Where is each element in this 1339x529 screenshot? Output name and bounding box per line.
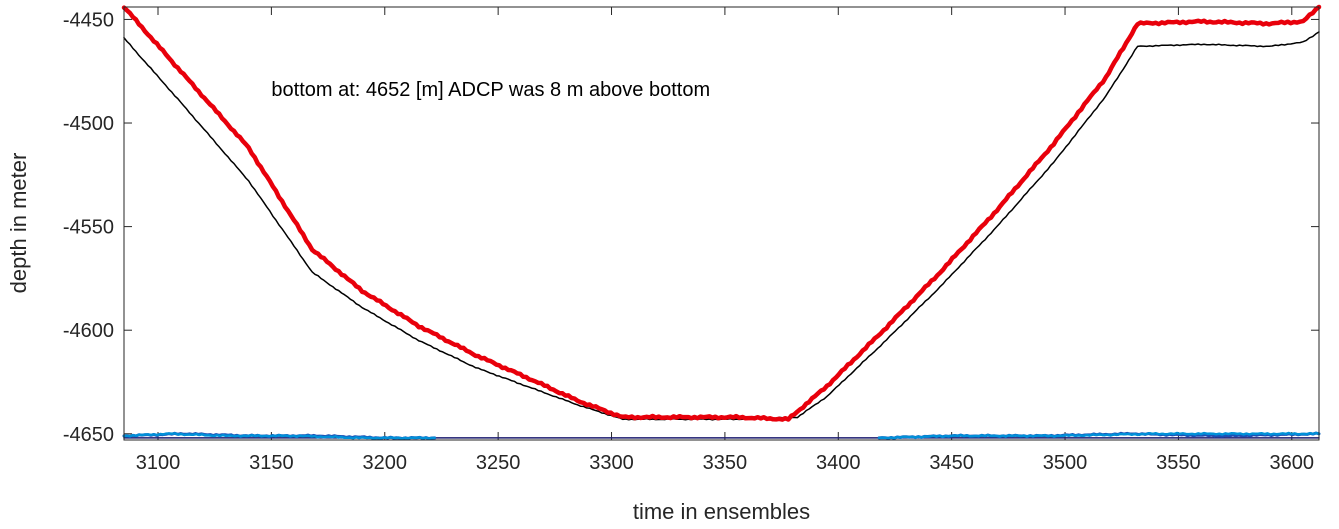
plot-area bbox=[124, 7, 1319, 440]
cyan-series-line-segment bbox=[877, 431, 1321, 440]
x-tick-label: 3350 bbox=[703, 452, 748, 474]
x-tick-labels: 3100 3150 3200 3250 3300 3350 3400 3450 3500 3550… bbox=[136, 452, 1314, 474]
cyan-series-line-segment bbox=[122, 432, 436, 440]
x-tick-label: 3550 bbox=[1156, 452, 1201, 474]
y-tick-label: -4650 bbox=[63, 424, 114, 446]
x-tick-label: 3250 bbox=[476, 452, 521, 474]
x-tick-label: 3100 bbox=[136, 452, 181, 474]
y-axis-label: depth in meter bbox=[6, 153, 31, 294]
y-tick-label: -4600 bbox=[63, 320, 114, 342]
y-tick-label: -4450 bbox=[63, 9, 114, 31]
x-tick-label: 3600 bbox=[1270, 452, 1315, 474]
series-layer bbox=[121, 4, 1322, 441]
y-tick-labels: -4450 -4500 -4550 -4600 -4650 bbox=[63, 9, 114, 445]
x-tick-label: 3400 bbox=[816, 452, 861, 474]
x-tick-label: 3500 bbox=[1043, 452, 1088, 474]
red-series-line bbox=[121, 4, 1322, 422]
axis-ticks bbox=[124, 7, 1319, 440]
x-tick-label: 3450 bbox=[929, 452, 974, 474]
x-tick-label: 3300 bbox=[589, 452, 634, 474]
x-axis-label: time in ensembles bbox=[633, 499, 810, 524]
x-tick-label: 3150 bbox=[249, 452, 294, 474]
plot-frame bbox=[123, 6, 1320, 441]
x-tick-label: 3200 bbox=[363, 452, 408, 474]
y-tick-label: -4550 bbox=[63, 217, 114, 239]
y-tick-label: -4500 bbox=[63, 113, 114, 135]
annotation-text: bottom at: 4652 [m] ADCP was 8 m above b… bbox=[271, 79, 710, 101]
